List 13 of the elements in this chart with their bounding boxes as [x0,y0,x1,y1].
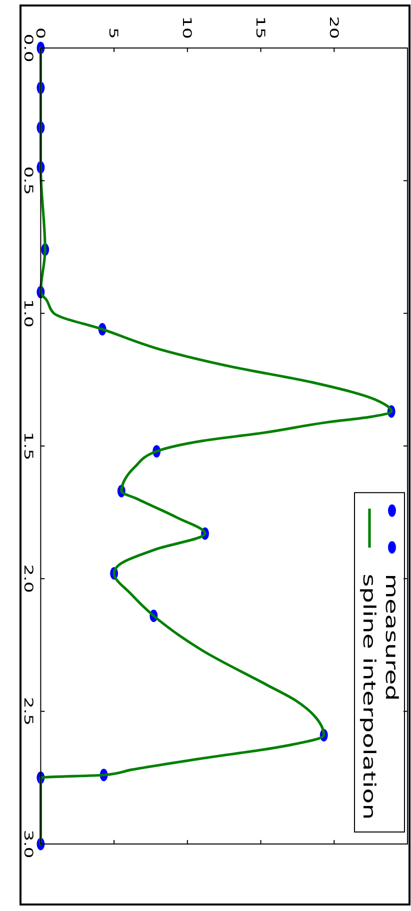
y-tick-label: 2.5 [22,697,36,726]
y-tick-label: 3.0 [22,830,36,858]
x-tick-label: 5 [106,28,121,39]
x-tick-label: 20 [326,16,341,39]
x-tick-label: 0 [33,28,48,39]
y-tick-label: 0.0 [22,34,36,62]
y-tick-label: 1.0 [22,299,36,328]
legend: measured spline interpolation [354,492,405,832]
x-tick-label: 10 [180,16,194,39]
x-tick-label: 15 [253,16,268,39]
y-tick-label: 0.5 [22,166,36,195]
y-tick-label: 1.5 [22,432,36,460]
y-tick-label: 2.0 [22,564,36,593]
